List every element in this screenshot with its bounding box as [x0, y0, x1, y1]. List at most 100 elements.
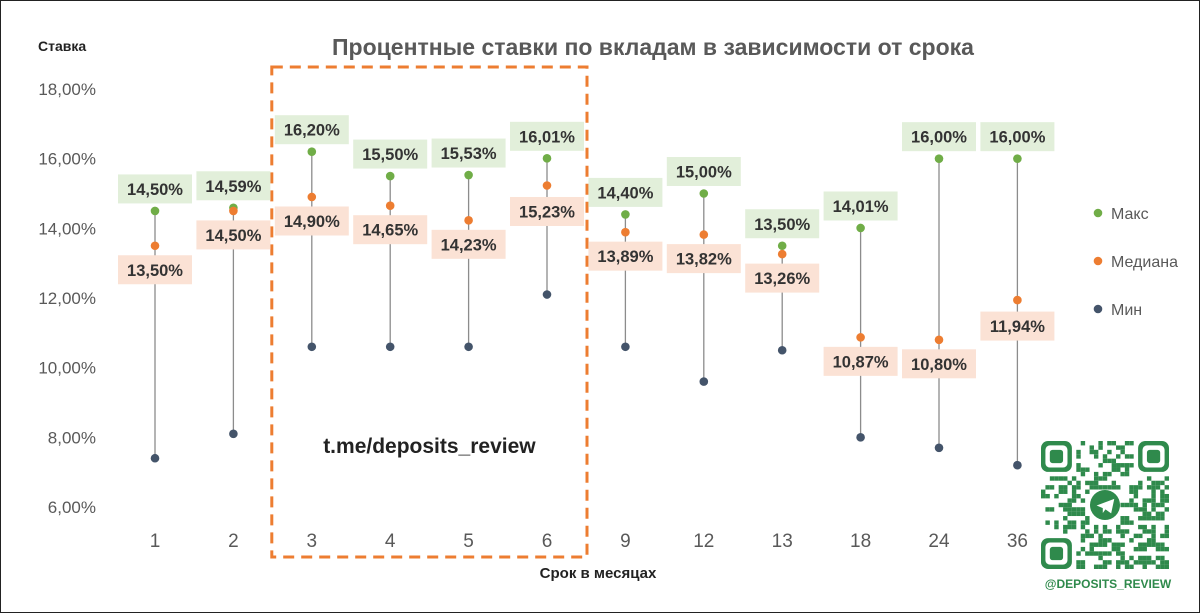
median-point [307, 192, 317, 202]
max-data-label-bg [980, 122, 1055, 152]
max-point [150, 206, 160, 216]
median-point [229, 206, 238, 216]
min-point [385, 342, 395, 352]
max-point [934, 154, 944, 163]
data-labels: 14,50% 13,50% 14,59% 14,50% 16,20% 14,90% 15,5… [118, 115, 1055, 379]
max-data-label: 16,00% [911, 129, 967, 147]
max-data-label-bg [666, 157, 741, 186]
x-tick-label: 2 [228, 531, 239, 552]
legend-marker [1093, 256, 1103, 266]
x-tick-label: 9 [620, 531, 631, 552]
median-data-label-bg [510, 196, 584, 226]
median-data-label-bg [353, 215, 428, 245]
min-point [934, 443, 944, 453]
max-data-label: 15,50% [362, 146, 418, 164]
median-point [150, 241, 160, 251]
median-data-label-bg [431, 229, 506, 259]
median-data-label: 13,82% [676, 251, 732, 269]
max-point [464, 170, 473, 180]
median-data-label: 14,65% [362, 222, 418, 240]
median-data-label-bg [823, 346, 898, 376]
max-data-label: 14,50% [127, 181, 183, 199]
max-data-label-bg [588, 177, 663, 207]
legend-entry: Мин [1111, 302, 1142, 319]
median-point [777, 249, 787, 259]
median-data-label: 15,23% [519, 203, 575, 221]
max-point [777, 241, 787, 251]
min-point [307, 342, 317, 352]
max-data-label-bg [196, 171, 271, 201]
median-point [934, 335, 944, 345]
median-data-label-bg [588, 241, 663, 271]
qr-code-icon [1041, 441, 1169, 569]
legend-marker [1093, 304, 1103, 314]
median-data-label: 13,26% [754, 270, 810, 288]
x-tick-label: 5 [463, 531, 474, 552]
min-point [699, 377, 709, 386]
y-tick-label: 8,00% [48, 428, 96, 447]
median-point [385, 201, 395, 210]
max-data-label: 14,40% [597, 184, 653, 202]
median-data-label-bg [745, 263, 820, 293]
median-data-label: 13,89% [597, 248, 653, 266]
max-point [307, 147, 317, 156]
max-point [542, 154, 552, 163]
min-point [150, 453, 160, 463]
legend-entry: Медиана [1111, 254, 1178, 271]
min-point [856, 433, 865, 442]
max-data-label: 16,20% [284, 122, 340, 140]
max-data-label: 16,01% [519, 128, 575, 146]
max-data-label-bg [353, 139, 428, 169]
max-data-label-bg [902, 122, 976, 152]
max-data-label: 14,01% [833, 198, 889, 216]
legend-entry: Макс [1111, 206, 1149, 223]
highlight-group: t.me/deposits_review [270, 65, 589, 559]
median-point [542, 181, 552, 190]
max-data-label-bg [118, 174, 192, 204]
median-data-label-bg [980, 311, 1055, 341]
watermark-caption: @DEPOSITS_REVIEW [1044, 577, 1172, 591]
min-point [229, 429, 238, 439]
x-tick-label: 13 [772, 531, 793, 552]
max-data-label-bg [431, 138, 506, 168]
x-tick-label: 3 [307, 531, 318, 552]
median-data-label-bg [666, 244, 741, 274]
data-points [150, 147, 1022, 470]
max-data-label: 15,00% [676, 164, 732, 182]
median-point [856, 333, 865, 342]
x-tick-label: 24 [928, 531, 950, 552]
max-data-label: 15,53% [441, 145, 497, 163]
max-point [1013, 154, 1022, 163]
y-tick-label: 12,00% [38, 289, 96, 308]
median-point [699, 230, 709, 239]
min-point [542, 290, 552, 299]
x-tick-label: 18 [850, 531, 871, 552]
y-tick-label: 16,00% [38, 150, 96, 169]
min-point [621, 342, 630, 352]
max-data-label-bg [823, 191, 898, 221]
median-data-label-bg [196, 220, 271, 250]
axes: 6,00% 8,00% 10,00% 12,00% 14,00% 16,00% 18,00%… [38, 80, 1028, 552]
y-tick-label: 10,00% [38, 359, 96, 378]
median-data-label: 11,94% [990, 318, 1045, 336]
max-data-label: 13,50% [754, 216, 810, 234]
x-tick-label: 6 [542, 531, 553, 552]
median-data-label-bg [274, 206, 349, 236]
highlight-box [270, 65, 589, 559]
y-tick-label: 6,00% [48, 498, 96, 517]
max-point [385, 171, 395, 181]
max-point [621, 210, 630, 219]
min-point [1013, 460, 1022, 470]
max-data-label-bg [510, 121, 584, 151]
highlight-text: t.me/deposits_review [323, 435, 536, 458]
chart-title: Процентные ставки по вкладам в зависимос… [332, 34, 974, 60]
median-data-label: 14,90% [284, 213, 340, 231]
max-point [856, 223, 865, 233]
y-tick-label: 18,00% [38, 80, 96, 99]
median-data-label: 10,80% [911, 356, 967, 374]
x-axis-label: Срок в месяцах [540, 565, 657, 582]
legend: Макс Медиана Мин [1093, 206, 1178, 319]
median-data-label: 10,87% [833, 353, 889, 371]
